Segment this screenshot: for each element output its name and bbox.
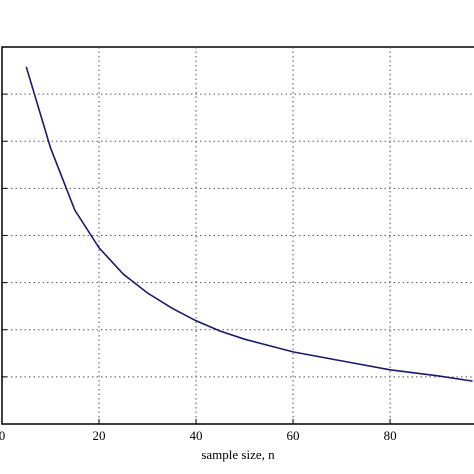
data-line: [25, 66, 473, 382]
x-tick-label: 60: [287, 428, 300, 443]
x-tick-label: 0: [0, 428, 5, 443]
x-axis-label: sample size, n: [201, 447, 275, 462]
x-tick-label: 80: [384, 428, 397, 443]
x-tick-label: 40: [190, 428, 203, 443]
x-tick-label: 20: [93, 428, 106, 443]
